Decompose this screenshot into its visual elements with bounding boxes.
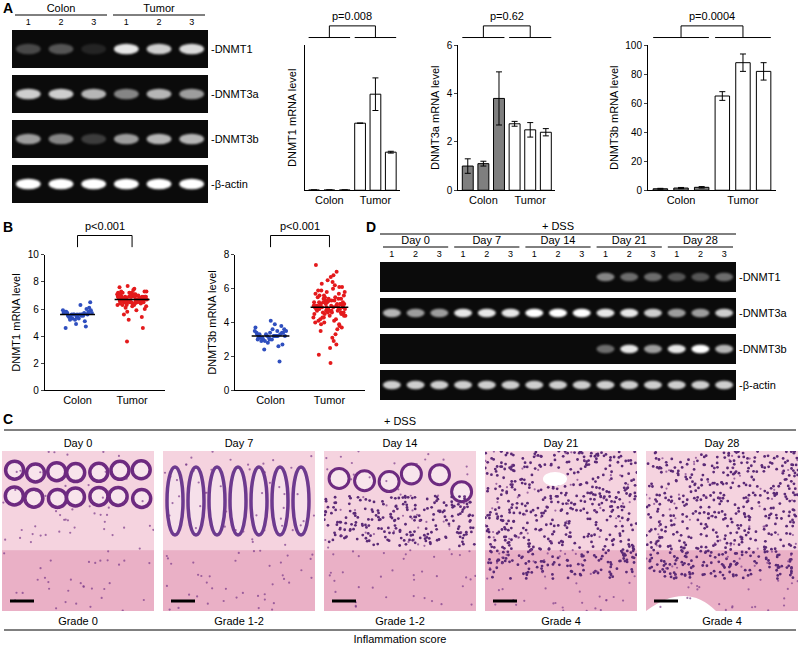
svg-text:p=0.0004: p=0.0004 (689, 10, 735, 22)
svg-text:p<0.001: p<0.001 (280, 220, 320, 232)
svg-text:Colon: Colon (315, 194, 344, 206)
svg-text:10: 10 (28, 249, 40, 260)
svg-text:p=0.62: p=0.62 (490, 10, 524, 22)
svg-text:Day 28: Day 28 (705, 437, 740, 449)
svg-text:Colon: Colon (47, 2, 76, 14)
svg-text:Day 0: Day 0 (401, 234, 430, 246)
svg-text:Tumor: Tumor (314, 394, 346, 406)
svg-text:Colon: Colon (469, 194, 498, 206)
svg-text:6: 6 (33, 304, 39, 315)
svg-text:3: 3 (650, 249, 655, 259)
svg-text:Day 7: Day 7 (472, 234, 501, 246)
svg-text:1: 1 (26, 17, 31, 27)
svg-text:-DNMT3b: -DNMT3b (739, 343, 787, 355)
svg-text:-DNMT1: -DNMT1 (211, 43, 253, 55)
svg-text:Colon: Colon (667, 194, 696, 206)
svg-text:2: 2 (58, 17, 63, 27)
svg-text:2: 2 (555, 249, 560, 259)
svg-text:Tumor: Tumor (727, 194, 759, 206)
svg-text:+ DSS: + DSS (384, 415, 416, 427)
svg-text:Day 14: Day 14 (383, 437, 418, 449)
svg-text:Tumor: Tumor (116, 394, 148, 406)
svg-text:Grade 1-2: Grade 1-2 (214, 615, 264, 627)
svg-text:DNMT3b mRNA level: DNMT3b mRNA level (206, 270, 218, 375)
svg-text:3: 3 (579, 249, 584, 259)
svg-text:2: 2 (627, 249, 632, 259)
svg-text:3: 3 (91, 17, 96, 27)
svg-text:80: 80 (631, 69, 643, 80)
svg-text:Grade 4: Grade 4 (702, 615, 742, 627)
svg-text:2: 2 (698, 249, 703, 259)
svg-text:100: 100 (625, 40, 642, 51)
svg-text:4: 4 (33, 331, 39, 342)
svg-text:Day 0: Day 0 (64, 437, 93, 449)
svg-text:2: 2 (447, 136, 453, 147)
svg-text:+ DSS: + DSS (542, 220, 574, 232)
svg-text:B: B (3, 219, 13, 235)
svg-text:A: A (3, 0, 13, 16)
svg-text:Day 7: Day 7 (225, 437, 254, 449)
svg-text:Tumor: Tumor (143, 2, 175, 14)
svg-text:-DNMT3a: -DNMT3a (211, 88, 260, 100)
svg-text:Day 21: Day 21 (612, 234, 647, 246)
svg-text:0: 0 (33, 385, 39, 396)
svg-text:DNMT1 mRNA level: DNMT1 mRNA level (286, 69, 298, 167)
svg-text:Grade 4: Grade 4 (541, 615, 581, 627)
svg-text:-DNMT3b: -DNMT3b (211, 133, 259, 145)
svg-text:1: 1 (389, 249, 394, 259)
svg-text:Inflammation score: Inflammation score (354, 633, 447, 645)
svg-text:p<0.001: p<0.001 (85, 220, 125, 232)
svg-text:DNMT3b mRNA level: DNMT3b mRNA level (608, 65, 620, 170)
svg-text:-DNMT3a: -DNMT3a (739, 307, 788, 319)
svg-text:1: 1 (461, 249, 466, 259)
svg-text:C: C (3, 411, 13, 427)
svg-text:20: 20 (631, 156, 643, 167)
svg-text:0: 0 (224, 385, 230, 396)
svg-text:-β-actin: -β-actin (211, 178, 248, 190)
svg-text:4: 4 (447, 88, 453, 99)
svg-text:2: 2 (484, 249, 489, 259)
svg-text:4: 4 (224, 317, 230, 328)
svg-text:-DNMT1: -DNMT1 (739, 271, 781, 283)
svg-text:p=0.008: p=0.008 (332, 10, 372, 22)
svg-text:Tumor: Tumor (515, 194, 547, 206)
svg-text:3: 3 (722, 249, 727, 259)
svg-text:Day 14: Day 14 (541, 234, 576, 246)
svg-text:Colon: Colon (256, 394, 285, 406)
svg-text:Colon: Colon (63, 394, 92, 406)
svg-text:DNMT3a mRNA level: DNMT3a mRNA level (429, 65, 441, 170)
svg-text:Day 28: Day 28 (683, 234, 718, 246)
svg-text:0: 0 (636, 185, 642, 196)
svg-text:D: D (366, 219, 376, 235)
svg-text:2: 2 (413, 249, 418, 259)
svg-text:-β-actin: -β-actin (739, 379, 776, 391)
svg-text:Tumor: Tumor (360, 194, 392, 206)
svg-text:40: 40 (631, 127, 643, 138)
svg-text:2: 2 (224, 351, 230, 362)
svg-text:6: 6 (447, 40, 453, 51)
svg-text:1: 1 (603, 249, 608, 259)
svg-text:8: 8 (224, 249, 230, 260)
svg-text:2: 2 (156, 17, 161, 27)
svg-text:8: 8 (33, 276, 39, 287)
svg-text:6: 6 (224, 283, 230, 294)
svg-text:DNMT1 mRNA level: DNMT1 mRNA level (10, 273, 22, 371)
svg-text:Day 21: Day 21 (544, 437, 579, 449)
svg-text:3: 3 (189, 17, 194, 27)
svg-text:1: 1 (674, 249, 679, 259)
svg-text:2: 2 (33, 358, 39, 369)
svg-text:1: 1 (124, 17, 129, 27)
svg-text:3: 3 (508, 249, 513, 259)
svg-text:Grade 0: Grade 0 (58, 615, 98, 627)
svg-text:3: 3 (437, 249, 442, 259)
svg-text:1: 1 (532, 249, 537, 259)
svg-text:0: 0 (447, 185, 453, 196)
svg-text:Grade 1-2: Grade 1-2 (375, 615, 425, 627)
svg-text:60: 60 (631, 98, 643, 109)
